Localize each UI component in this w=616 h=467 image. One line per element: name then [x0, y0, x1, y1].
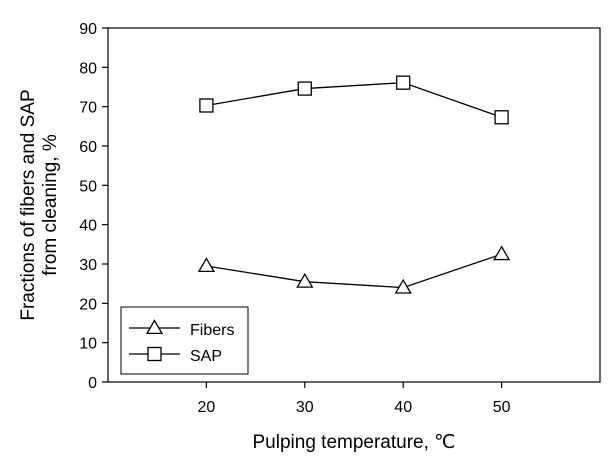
y-tick-label: 40: [79, 218, 97, 235]
x-axis-title: Pulping temperature, ℃: [253, 432, 456, 453]
y-tick-label: 20: [79, 296, 97, 313]
y-tick-label: 90: [79, 21, 97, 38]
series-line-fibers: [206, 253, 502, 289]
x-tick-label: 40: [394, 399, 412, 416]
legend-label-sap: SAP: [190, 348, 222, 365]
legend-box: [120, 306, 249, 375]
data-point-sap: [297, 81, 312, 96]
data-point-sap: [396, 75, 411, 90]
data-point-sap: [199, 98, 214, 113]
legend-marker-fibers: [145, 319, 164, 335]
y-tick-label: 30: [79, 257, 97, 274]
y-axis-title-line2: from cleaning, %: [40, 134, 61, 276]
series-line-sap: [206, 82, 502, 118]
y-tick-label: 80: [79, 60, 97, 77]
x-axis: 20 30 40 50: [198, 382, 511, 416]
x-tick-label: 20: [198, 399, 216, 416]
x-tick-label: 30: [296, 399, 314, 416]
data-point-fibers: [394, 278, 412, 294]
series-layer: [197, 75, 511, 294]
legend-label-fibers: Fibers: [190, 322, 234, 339]
legend-marker-sap: [147, 346, 162, 362]
y-axis-title: Fractions of fibers and SAP from cleanin…: [18, 89, 61, 320]
x-tick-label: 50: [493, 399, 511, 416]
y-tick-label: 70: [79, 100, 97, 117]
data-point-fibers: [197, 257, 216, 273]
data-point-sap: [494, 110, 509, 125]
y-tick-label: 60: [79, 139, 97, 156]
y-tick-label: 0: [88, 375, 97, 392]
data-point-fibers: [492, 245, 511, 261]
y-tick-label: 10: [79, 336, 97, 353]
y-axis-title-line1: Fractions of fibers and SAP: [18, 89, 39, 320]
legend: Fibers SAP: [120, 306, 249, 375]
plot-frame: [107, 27, 601, 383]
data-point-fibers: [296, 272, 314, 288]
y-axis: 0 10 20 30 40 50 60 70 80 90: [79, 21, 108, 392]
y-tick-label: 50: [79, 178, 97, 195]
